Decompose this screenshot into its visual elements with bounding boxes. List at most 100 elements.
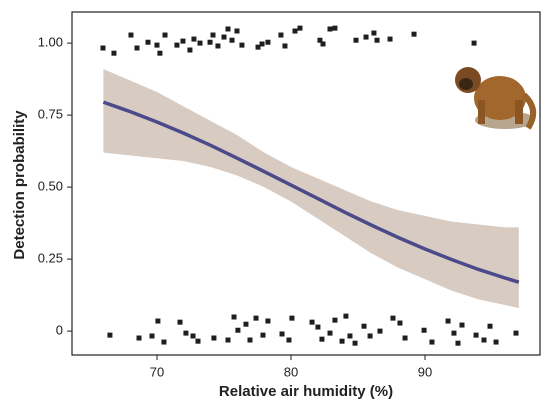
data-point: [174, 42, 180, 48]
data-point: [319, 336, 325, 342]
data-point: [459, 322, 465, 328]
data-point: [481, 337, 487, 343]
fit-line: [102, 100, 520, 284]
data-point: [451, 330, 457, 336]
x-tick-label: 80: [284, 364, 298, 379]
data-point: [361, 323, 367, 329]
data-point: [253, 315, 259, 321]
x-tick-label: 90: [418, 364, 432, 379]
data-point: [297, 25, 303, 31]
y-axis-title: Detection probability: [11, 110, 28, 260]
data-point: [513, 330, 519, 336]
data-point: [136, 335, 142, 341]
data-point: [128, 32, 134, 38]
data-point: [387, 36, 393, 42]
data-point: [255, 44, 261, 50]
data-point: [289, 315, 295, 321]
data-point: [315, 324, 321, 330]
data-point: [445, 318, 451, 324]
plot-frame: [71, 11, 541, 356]
data-point: [229, 37, 235, 43]
data-point: [320, 41, 326, 47]
data-point: [411, 31, 417, 37]
data-point: [239, 42, 245, 48]
x-tick-label: 70: [150, 364, 164, 379]
y-tick-label: 0.25: [38, 251, 63, 266]
data-point: [377, 328, 383, 334]
data-point: [332, 317, 338, 323]
data-point: [282, 43, 288, 49]
data-point: [429, 339, 435, 345]
data-point: [161, 339, 167, 345]
data-point: [149, 333, 155, 339]
data-point: [183, 330, 189, 336]
data-point: [455, 340, 461, 346]
data-point: [371, 30, 377, 36]
y-tick-label: 0.50: [38, 179, 63, 194]
data-point: [286, 337, 292, 343]
data-point: [265, 318, 271, 324]
data-point: [215, 43, 221, 49]
y-tick-label: 0.75: [38, 107, 63, 122]
data-point: [225, 26, 231, 32]
data-point: [134, 45, 140, 51]
data-point: [317, 37, 323, 43]
data-point: [327, 330, 333, 336]
data-point: [243, 321, 249, 327]
data-point: [374, 37, 380, 43]
data-point: [207, 39, 213, 45]
data-point: [155, 318, 161, 324]
data-point: [292, 28, 298, 34]
data-point: [225, 337, 231, 343]
data-point: [247, 337, 253, 343]
monkey-illustration: [455, 67, 537, 130]
data-point: [397, 320, 403, 326]
data-point: [187, 47, 193, 53]
x-axis-title: Relative air humidity (%): [219, 383, 393, 400]
data-point: [231, 314, 237, 320]
data-point: [100, 45, 106, 51]
data-point: [211, 335, 217, 341]
data-point: [352, 340, 358, 346]
data-point: [154, 42, 160, 48]
data-point: [339, 338, 345, 344]
data-point: [180, 38, 186, 44]
data-point: [473, 332, 479, 338]
data-point: [111, 50, 117, 56]
data-point: [279, 331, 285, 337]
data-point: [421, 327, 427, 333]
data-point: [309, 319, 315, 325]
data-point: [234, 28, 240, 34]
data-point: [353, 37, 359, 43]
data-point: [332, 25, 338, 31]
data-point: [265, 39, 271, 45]
data-point: [235, 327, 241, 333]
data-point: [162, 32, 168, 38]
data-point: [363, 34, 369, 40]
y-tick-label: 0: [56, 323, 63, 338]
data-point: [210, 32, 216, 38]
data-point: [191, 36, 197, 42]
confidence-band: [103, 69, 519, 309]
data-point: [260, 332, 266, 338]
data-point: [177, 319, 183, 325]
data-point: [195, 338, 201, 344]
data-point: [493, 339, 499, 345]
data-point: [259, 41, 265, 47]
data-point: [190, 333, 196, 339]
data-point: [278, 32, 284, 38]
data-point: [197, 40, 203, 46]
data-point: [402, 335, 408, 341]
data-point: [347, 333, 353, 339]
data-point: [157, 50, 163, 56]
data-point: [327, 26, 333, 32]
data-point: [367, 333, 373, 339]
data-point: [487, 323, 493, 329]
y-tick-label: 1.00: [38, 35, 63, 50]
data-point: [343, 313, 349, 319]
data-point: [471, 40, 477, 46]
data-point: [145, 39, 151, 45]
data-point: [390, 315, 396, 321]
